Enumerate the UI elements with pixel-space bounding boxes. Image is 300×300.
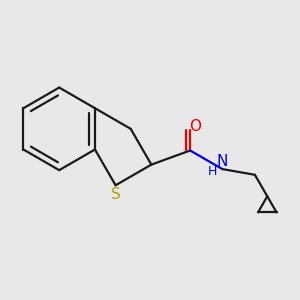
Text: H: H bbox=[207, 165, 217, 178]
Text: O: O bbox=[189, 119, 201, 134]
Text: N: N bbox=[217, 154, 228, 169]
Text: S: S bbox=[111, 187, 121, 202]
